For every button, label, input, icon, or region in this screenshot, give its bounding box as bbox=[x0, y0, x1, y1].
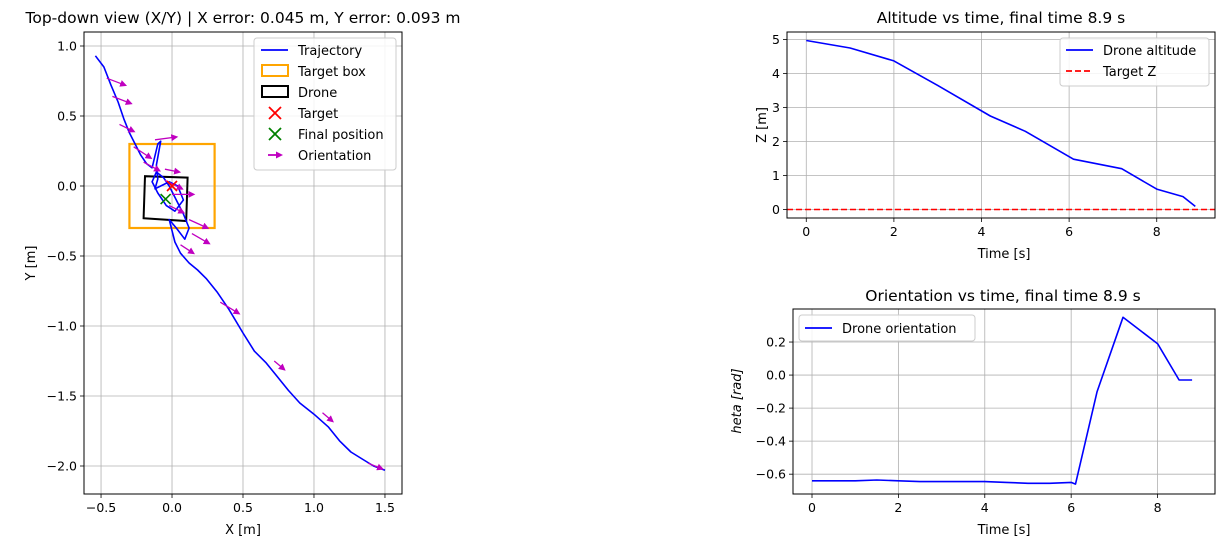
topdown-legend: Trajectory Target box Drone Target Final… bbox=[253, 37, 397, 171]
orientation-plot-area bbox=[812, 316, 1193, 485]
legend-drone-swatch bbox=[261, 85, 289, 98]
altitude-series-line-1 bbox=[806, 39, 1196, 208]
altitude-xtick-label: 8 bbox=[1153, 224, 1161, 239]
altitude-ytick-label: 2 bbox=[772, 134, 780, 149]
orientation-xtick-label: 8 bbox=[1154, 500, 1162, 515]
altitude-ticks: 0 2 4 6 8 0 1 2 3 4 5 bbox=[772, 32, 1161, 239]
legend-trajectory-label: Trajectory bbox=[297, 44, 362, 59]
orientation-ytick-label: −0.6 bbox=[756, 467, 786, 482]
legend-final-position-marker bbox=[268, 127, 282, 141]
topdown-ytick-label: 0.0 bbox=[57, 179, 77, 194]
target-marker bbox=[166, 180, 178, 192]
legend-target-box-label: Target box bbox=[297, 65, 366, 80]
orientation-title: Orientation vs time, final time 8.9 s bbox=[865, 287, 1140, 305]
orientation-arrow bbox=[119, 123, 136, 133]
orientation-xtick-label: 6 bbox=[1067, 500, 1075, 515]
topdown-ytick-label: 0.5 bbox=[57, 109, 77, 124]
orientation-xtick-label: 4 bbox=[981, 500, 989, 515]
altitude-ylabel: Z [m] bbox=[755, 107, 770, 143]
altitude-ytick-label: 5 bbox=[772, 32, 780, 47]
topdown-ytick-label: −1.0 bbox=[47, 319, 77, 334]
orientation-ytick-label: −0.2 bbox=[756, 401, 786, 416]
orientation-arrow bbox=[180, 244, 195, 255]
orientation-arrow bbox=[154, 134, 179, 142]
orientation-xtick-label: 0 bbox=[808, 500, 816, 515]
topdown-panel: −0.5 0.0 0.5 1.0 1.5 1.0 0.5 0.0 −0.5 −1.0 −1.5 −2.… bbox=[24, 9, 461, 538]
orientation-ytick-label: −0.4 bbox=[756, 434, 786, 449]
legend-target-marker bbox=[268, 106, 282, 120]
orientation-arrow bbox=[273, 360, 286, 371]
orientation-panel: 0 2 4 6 8 0.2 0.0 −0.2 −0.4 −0.6 Orientation vs t… bbox=[730, 287, 1216, 538]
orientation-arrow bbox=[164, 167, 182, 175]
orientation-xtick-label: 2 bbox=[894, 500, 902, 515]
topdown-ytick-label: −1.5 bbox=[47, 389, 77, 404]
topdown-ticks: −0.5 0.0 0.5 1.0 1.5 1.0 0.5 0.0 −0.5 −1.0 −1.5 −2.… bbox=[47, 39, 395, 516]
altitude-xtick-label: 2 bbox=[890, 224, 898, 239]
legend-target-z-label: Target Z bbox=[1102, 65, 1156, 80]
orientation-arrow bbox=[322, 412, 334, 423]
legend-drone-altitude-label: Drone altitude bbox=[1103, 44, 1196, 59]
altitude-legend: Drone altitude Target Z bbox=[1059, 37, 1210, 87]
topdown-xtick-label: 1.5 bbox=[375, 500, 395, 515]
altitude-plot-area bbox=[787, 39, 1215, 211]
legend-final-position-label: Final position bbox=[298, 128, 384, 143]
altitude-xtick-label: 4 bbox=[978, 224, 986, 239]
orientation-ylabel: heta [rad] bbox=[730, 368, 745, 433]
altitude-ytick-label: 0 bbox=[772, 202, 780, 217]
topdown-ytick-label: −0.5 bbox=[47, 249, 77, 264]
altitude-ytick-label: 4 bbox=[772, 66, 780, 81]
orientation-series-line-1 bbox=[812, 316, 1193, 485]
altitude-xtick-label: 0 bbox=[802, 224, 810, 239]
orientation-arrow bbox=[133, 146, 153, 160]
orientation-arrow bbox=[106, 77, 128, 87]
orientation-arrow bbox=[168, 205, 186, 214]
topdown-xtick-label: −0.5 bbox=[86, 500, 116, 515]
orientation-arrow bbox=[112, 95, 133, 105]
orientation-ytick-label: 0.0 bbox=[766, 368, 786, 383]
altitude-ytick-label: 1 bbox=[772, 168, 780, 183]
altitude-xlabel: Time [s] bbox=[977, 247, 1031, 262]
legend-orientation-label: Orientation bbox=[298, 149, 371, 164]
topdown-ytick-label: 1.0 bbox=[57, 39, 77, 54]
topdown-xtick-label: 1.0 bbox=[304, 500, 324, 515]
legend-drone-label: Drone bbox=[298, 86, 337, 101]
legend-target-box-swatch bbox=[261, 64, 289, 77]
altitude-ytick-label: 3 bbox=[772, 100, 780, 115]
legend-drone-orientation-label: Drone orientation bbox=[842, 322, 957, 337]
topdown-xlabel: X [m] bbox=[225, 523, 261, 538]
topdown-ylabel: Y [m] bbox=[24, 246, 39, 282]
orientation-arrow bbox=[219, 301, 241, 315]
topdown-xtick-label: 0.0 bbox=[162, 500, 182, 515]
orientation-arrow bbox=[367, 462, 384, 471]
orientation-legend-box bbox=[798, 314, 976, 342]
orientation-ticks: 0 2 4 6 8 0.2 0.0 −0.2 −0.4 −0.6 bbox=[756, 335, 1162, 515]
final-position-marker bbox=[160, 193, 172, 205]
altitude-title: Altitude vs time, final time 8.9 s bbox=[877, 9, 1125, 27]
topdown-title: Top-down view (X/Y) | X error: 0.045 m, … bbox=[25, 9, 461, 27]
topdown-xtick-label: 0.5 bbox=[233, 500, 253, 515]
topdown-ytick-label: −2.0 bbox=[47, 459, 77, 474]
altitude-xtick-label: 6 bbox=[1065, 224, 1073, 239]
orientation-xlabel: Time [s] bbox=[977, 523, 1031, 538]
altitude-legend-box bbox=[1059, 37, 1210, 87]
orientation-legend: Drone orientation bbox=[798, 314, 976, 342]
orientation-axes-frame bbox=[792, 308, 1216, 495]
altitude-axes-frame bbox=[786, 31, 1216, 219]
legend-target-label: Target bbox=[297, 107, 338, 122]
orientation-arrow bbox=[188, 219, 210, 230]
orientation-arrow bbox=[143, 161, 162, 172]
drone-box bbox=[142, 175, 189, 223]
legend-box bbox=[253, 37, 397, 171]
orientation-ytick-label: 0.2 bbox=[766, 335, 786, 350]
orientation-arrow bbox=[191, 233, 211, 245]
topdown-plot-area bbox=[94, 55, 386, 471]
altitude-panel: 0 2 4 6 8 0 1 2 3 4 5 Altitude vs time, final time… bbox=[755, 9, 1216, 262]
